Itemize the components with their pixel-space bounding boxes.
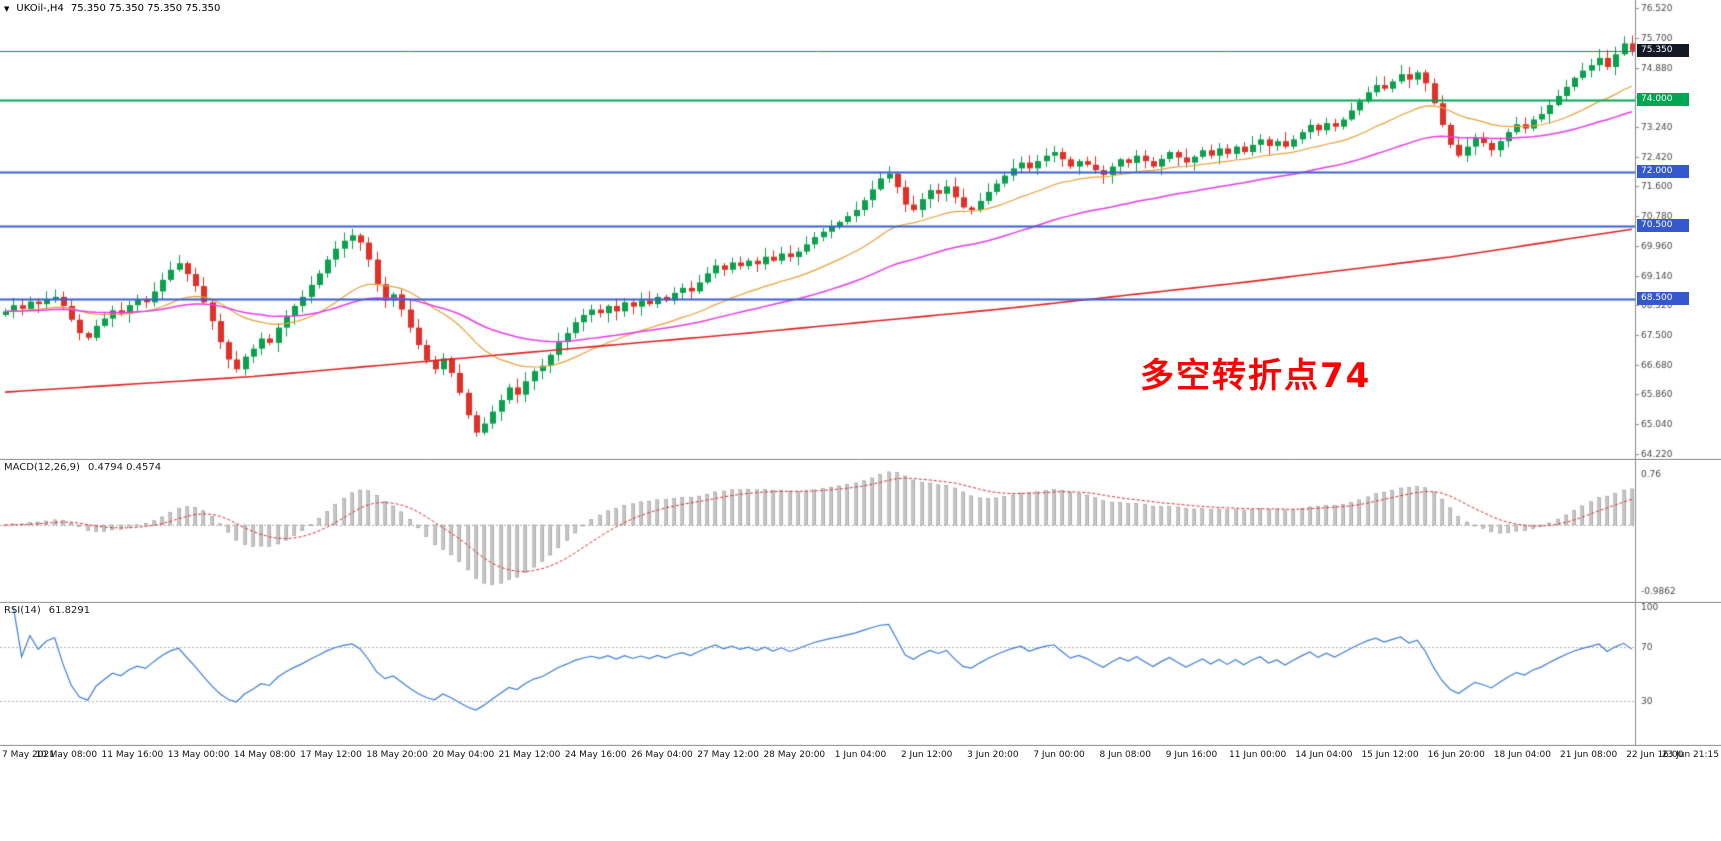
time-axis[interactable]: 7 May 2021 10 May 08:00 11 May 16:00 13 May… xyxy=(0,746,1721,772)
chart-title: ▼ UKOil-,H4 75.350 75.350 75.350 75.350 xyxy=(4,3,220,14)
price-badge: 74.000 xyxy=(1637,92,1689,106)
price-badge: 75.350 xyxy=(1637,43,1689,57)
symbol-dropdown-icon[interactable]: ▼ xyxy=(4,4,10,13)
time-axis-label: 21 May 12:00 xyxy=(498,750,561,760)
time-axis-label: 26 May 04:00 xyxy=(631,750,693,760)
macd-values: 0.4794 0.4574 xyxy=(87,462,162,473)
time-axis-label: 9 Jun 16:00 xyxy=(1165,750,1218,760)
time-axis-label: 7 Jun 00:00 xyxy=(1033,750,1085,760)
rsi-name: RSI(14) xyxy=(4,605,41,616)
macd-canvas[interactable] xyxy=(0,460,1721,603)
time-axis-label: 1 Jun 04:00 xyxy=(834,750,887,760)
time-axis-label: 23 Jun 21:15 xyxy=(1661,750,1719,760)
time-axis-label: 17 May 12:00 xyxy=(300,750,362,760)
time-axis-label: 14 May 08:00 xyxy=(233,750,296,760)
price-chart-panel: ▼ UKOil-,H4 75.350 75.350 75.350 75.350 … xyxy=(0,0,1721,460)
time-axis-label: 3 Jun 20:00 xyxy=(967,750,1019,760)
rsi-value: 61.8291 xyxy=(48,605,91,616)
time-axis-label: 27 May 12:00 xyxy=(697,750,759,760)
time-axis-label: 7 May 2021 xyxy=(2,750,55,760)
time-axis-label: 18 May 20:00 xyxy=(366,750,428,760)
time-axis-label: 11 Jun 00:00 xyxy=(1229,750,1287,760)
macd-label: MACD(12,26,9) 0.4794 0.4574 xyxy=(4,462,161,473)
price-chart-canvas[interactable] xyxy=(0,0,1721,460)
rsi-indicator-panel: RSI(14) 61.8291 xyxy=(0,603,1721,746)
macd-name: MACD(12,26,9) xyxy=(4,462,80,473)
time-axis-label: 8 Jun 08:00 xyxy=(1099,750,1151,760)
macd-indicator-panel: MACD(12,26,9) 0.4794 0.4574 xyxy=(0,460,1721,603)
time-axis-label: 2 Jun 12:00 xyxy=(900,750,953,760)
time-axis-label: 18 Jun 04:00 xyxy=(1493,750,1552,760)
price-badge: 72.000 xyxy=(1637,164,1689,178)
time-axis-label: 10 May 08:00 xyxy=(35,750,98,760)
time-axis-label: 22 Jun 16:00 xyxy=(1626,750,1684,760)
price-badge: 70.500 xyxy=(1637,219,1689,233)
time-axis-label: 21 Jun 08:00 xyxy=(1560,750,1618,760)
time-axis-label: 20 May 04:00 xyxy=(432,750,495,760)
price-badge: 68.500 xyxy=(1637,291,1689,305)
rsi-canvas[interactable] xyxy=(0,603,1721,746)
time-axis-label: 28 May 20:00 xyxy=(763,750,826,760)
time-axis-label: 16 Jun 20:00 xyxy=(1427,750,1485,760)
time-axis-label: 11 May 16:00 xyxy=(101,750,164,760)
time-axis-label: 24 May 16:00 xyxy=(564,750,627,760)
symbol-timeframe-label: UKOil-,H4 xyxy=(16,3,64,14)
time-axis-label: 15 Jun 12:00 xyxy=(1361,750,1419,760)
rsi-label: RSI(14) 61.8291 xyxy=(4,605,90,616)
chart-annotation-text: 多空转折点74 xyxy=(1140,356,1372,396)
time-axis-label: 13 May 00:00 xyxy=(167,750,230,760)
time-axis-label: 14 Jun 04:00 xyxy=(1295,750,1353,760)
ohlc-readout: 75.350 75.350 75.350 75.350 xyxy=(70,3,221,14)
